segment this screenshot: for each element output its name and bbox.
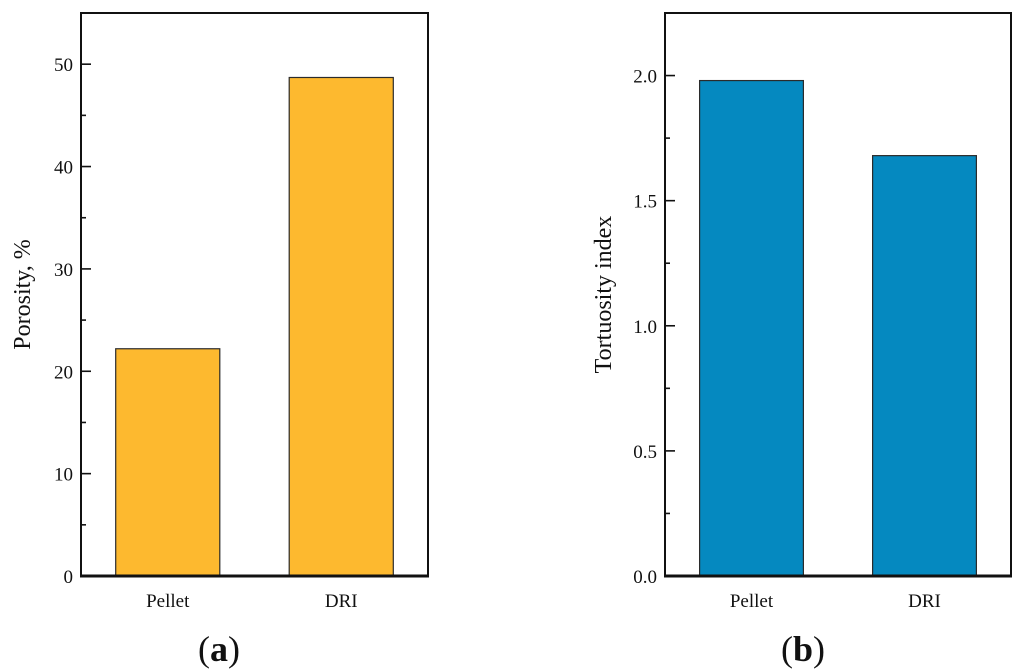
panel-caption-b: (b) [781,629,825,669]
x-tick-label-pellet: Pellet [730,591,774,612]
y-tick-label: 40 [54,158,73,179]
y-tick-label: 0.0 [633,567,657,588]
bar-dri [871,155,977,577]
chart-panel-a: 0 10 20 30 40 50 Pellet DRI Porosity, % (a) [10,12,429,669]
x-tick-label-dri: DRI [325,591,358,612]
x-tick-label-dri: DRI [908,591,941,612]
y-tick-label: 30 [54,260,73,281]
y-axis-title: Tortuosity index [591,216,617,374]
y-tick-label: 1.0 [633,317,657,338]
y-tick-label: 0 [64,567,74,588]
y-tick-label: 20 [54,362,73,383]
y-tick-label: 10 [54,465,73,486]
caption-letter: a [210,629,228,669]
bar-dri [288,76,394,577]
panel-caption-a: (a) [198,629,240,669]
chart-panel-b: 0.0 0.5 1.0 1.5 2.0 Pellet DRI Tortuosity index… [591,12,1012,669]
bar-pellet [698,79,804,577]
bar-pellet [115,348,221,577]
y-tick-label: 50 [54,55,73,76]
y-tick-label: 0.5 [633,442,657,463]
y-tick-label: 2.0 [633,67,657,88]
x-tick-label-pellet: Pellet [146,591,190,612]
y-tick-label: 1.5 [633,192,657,213]
y-axis-title: Porosity, % [10,239,36,349]
caption-letter: b [793,629,813,669]
